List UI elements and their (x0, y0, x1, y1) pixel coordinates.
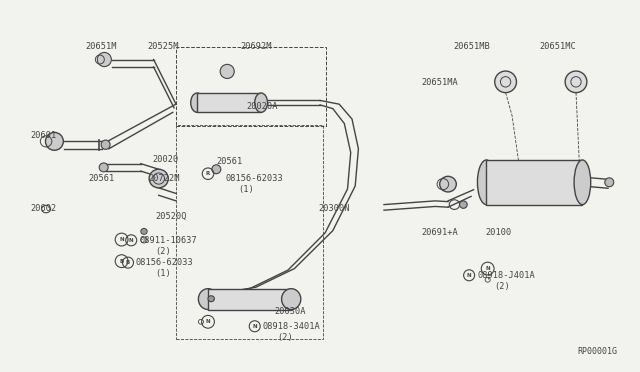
Text: 20651MB: 20651MB (453, 42, 490, 51)
Ellipse shape (208, 296, 214, 302)
Text: 20651MA: 20651MA (421, 78, 458, 87)
Ellipse shape (255, 93, 268, 112)
Ellipse shape (97, 52, 111, 67)
Text: N: N (252, 324, 257, 329)
Ellipse shape (460, 201, 467, 208)
Text: 20602: 20602 (31, 204, 57, 213)
Text: 20692M: 20692M (240, 42, 271, 51)
Ellipse shape (198, 289, 218, 310)
Ellipse shape (45, 132, 63, 150)
Text: 20561: 20561 (216, 157, 243, 166)
Text: (1): (1) (239, 185, 255, 194)
Text: N: N (485, 266, 490, 271)
Text: 20651MC: 20651MC (540, 42, 576, 51)
Text: B: B (120, 259, 124, 264)
Text: 20030A: 20030A (274, 307, 305, 316)
Text: (1): (1) (156, 269, 172, 278)
Text: 20651M: 20651M (85, 42, 116, 51)
Text: 20561: 20561 (88, 174, 115, 183)
Text: (2): (2) (156, 247, 172, 256)
Text: N: N (129, 238, 134, 243)
Bar (176, 125, 323, 339)
Ellipse shape (440, 176, 456, 192)
Text: 08156-62033: 08156-62033 (225, 174, 283, 183)
Ellipse shape (220, 64, 234, 78)
Ellipse shape (141, 228, 147, 234)
Text: 08911-10637: 08911-10637 (140, 236, 197, 245)
Bar (176, 46, 326, 126)
Bar (486, 160, 582, 205)
Text: N: N (467, 273, 472, 278)
Text: N: N (119, 237, 124, 242)
Bar (208, 289, 291, 310)
Ellipse shape (477, 160, 495, 205)
Text: 20300N: 20300N (319, 204, 350, 213)
Ellipse shape (99, 163, 108, 172)
Text: 20691: 20691 (31, 131, 57, 140)
Text: 08156-62033: 08156-62033 (136, 258, 194, 267)
Text: (2): (2) (277, 333, 293, 342)
Text: 08918-J401A: 08918-J401A (477, 271, 535, 280)
Ellipse shape (574, 160, 591, 205)
Bar (197, 93, 261, 112)
Text: 08918-3401A: 08918-3401A (263, 322, 321, 331)
Text: 20520Q: 20520Q (155, 212, 186, 221)
Ellipse shape (191, 93, 204, 112)
Text: 20020A: 20020A (246, 102, 278, 110)
Ellipse shape (212, 165, 221, 174)
Ellipse shape (149, 169, 168, 188)
Text: 20722M: 20722M (148, 174, 180, 183)
Text: 20525M: 20525M (147, 42, 179, 51)
Text: RP00001G: RP00001G (578, 347, 618, 356)
Text: 20100: 20100 (485, 228, 511, 237)
Text: N: N (205, 319, 211, 324)
Ellipse shape (495, 71, 516, 93)
Text: 20691+A: 20691+A (421, 228, 458, 237)
Ellipse shape (282, 289, 301, 310)
Ellipse shape (605, 178, 614, 187)
Text: B: B (126, 260, 130, 265)
Text: 20020: 20020 (152, 155, 179, 164)
Ellipse shape (101, 140, 110, 149)
Text: R: R (206, 171, 210, 176)
Text: (2): (2) (495, 282, 511, 291)
Ellipse shape (565, 71, 587, 93)
